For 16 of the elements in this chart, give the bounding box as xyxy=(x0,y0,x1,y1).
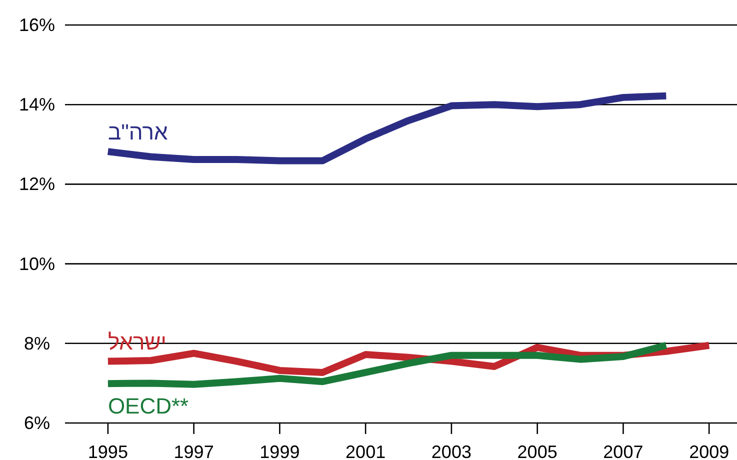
series-label: OECD** xyxy=(108,394,190,419)
x-tick-label: 2005 xyxy=(517,442,558,460)
y-tick-label: 6% xyxy=(24,413,50,433)
y-tick-label: 16% xyxy=(18,15,56,35)
y-tick-label: 8% xyxy=(24,333,50,354)
x-tick-label: 2007 xyxy=(603,442,644,460)
y-tick-label: 10% xyxy=(18,254,56,274)
y-tick-label: 12% xyxy=(18,174,56,194)
x-tick-label: 1995 xyxy=(88,442,128,460)
x-tick-label: 1997 xyxy=(174,442,214,460)
x-tick-label: 2001 xyxy=(346,442,386,460)
y-tick-label: 14% xyxy=(18,94,56,115)
x-tick-label: 2003 xyxy=(431,442,472,460)
series-label: ארה"ב xyxy=(108,120,168,145)
x-tick-label: 2009 xyxy=(689,442,730,460)
x-tick-label: 1999 xyxy=(260,442,300,460)
